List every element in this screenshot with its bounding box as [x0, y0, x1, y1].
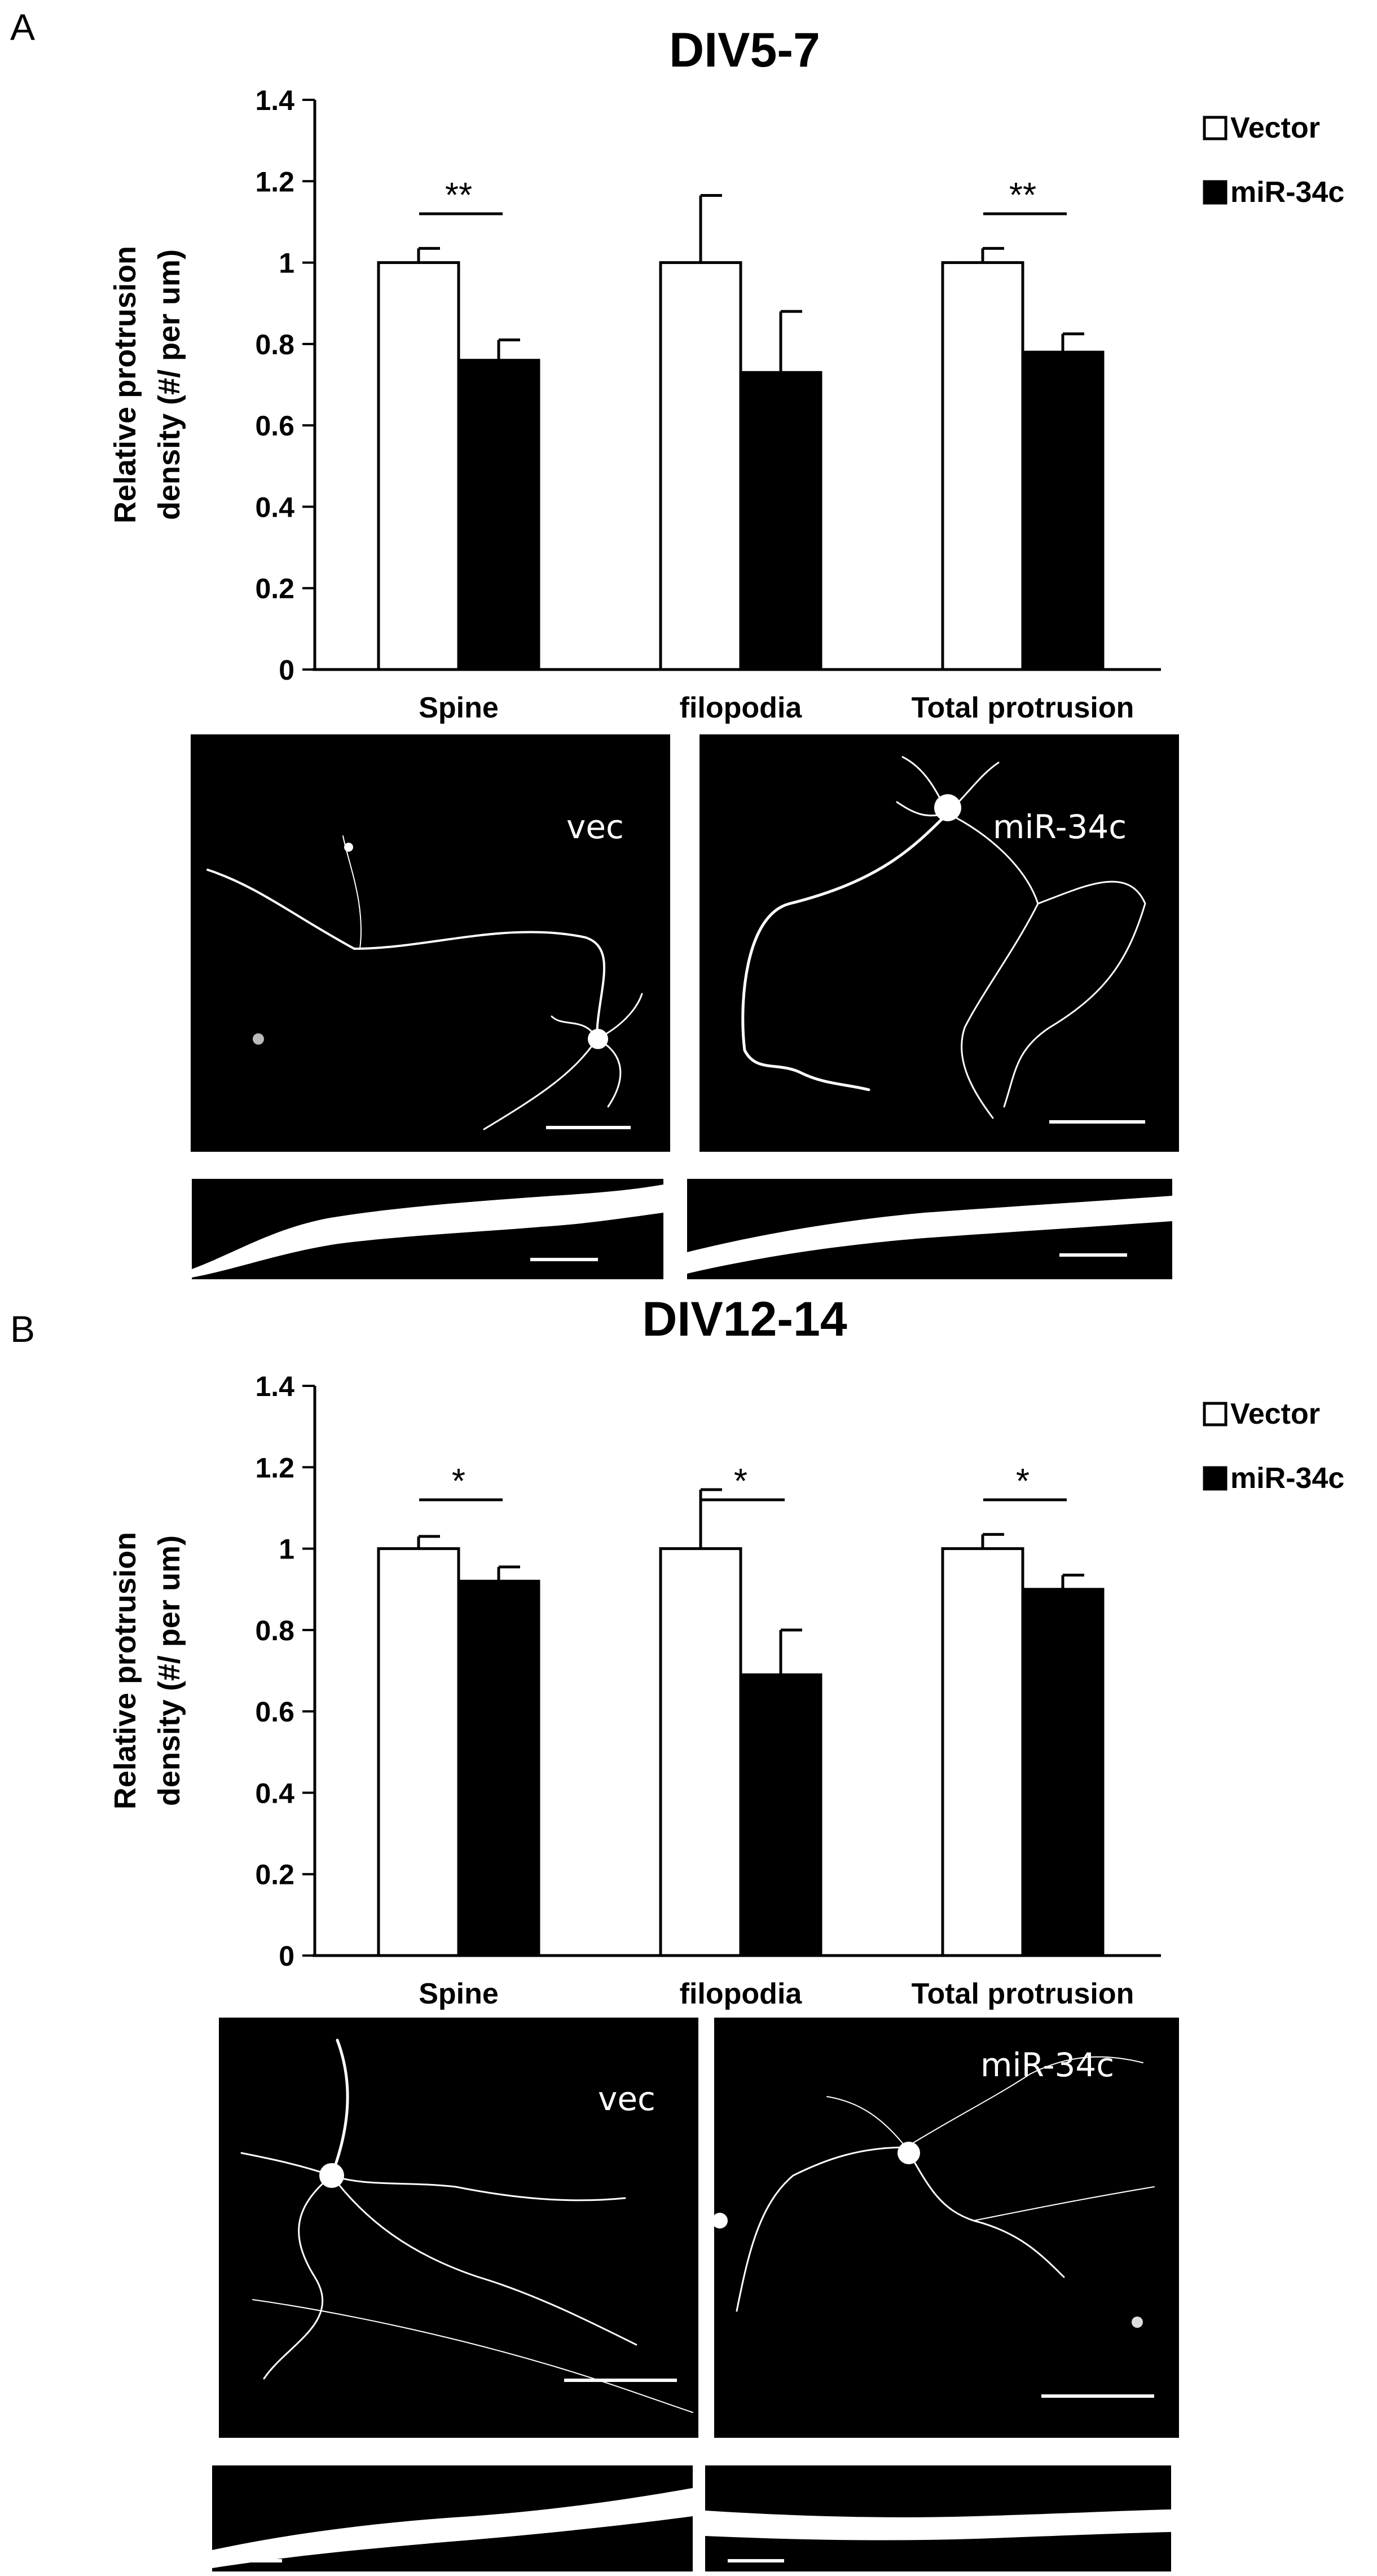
legend-label-mir34c: miR-34c — [1230, 176, 1344, 209]
bar-vector — [377, 1547, 460, 1957]
micrograph-a-mir34c: miR-34c — [700, 734, 1179, 1152]
neuron-image-a-mir34c — [741, 756, 1146, 1119]
significance-marker: * — [734, 1462, 747, 1501]
chart-title-a: DIV5-7 — [669, 23, 820, 77]
dendrite-a-vec — [192, 1179, 663, 1279]
chart-title-b: DIV12-14 — [642, 1292, 847, 1346]
significance-marker: * — [452, 1462, 465, 1501]
significance-marker: * — [1016, 1462, 1030, 1501]
dendrite-a-mir34c — [687, 1179, 1172, 1279]
micrograph-b-mir34c: miR-34c — [714, 2018, 1179, 2438]
scale-bar — [1041, 2394, 1154, 2398]
scale-bar — [530, 1258, 598, 1261]
y-axis-label: Relative protrusion — [108, 1532, 142, 1809]
dendrite-image-a-vec — [192, 1184, 663, 1278]
legend-swatch-vector — [1203, 1402, 1228, 1426]
bar-vector — [659, 261, 742, 671]
x-tick-label: filopodia — [680, 1978, 803, 2010]
y-tick-label: 1.4 — [255, 85, 294, 116]
panel-letter-a: A — [10, 6, 36, 48]
neuron-image-a-vec — [206, 835, 643, 1130]
dendrite-image-a-mir34c — [687, 1196, 1172, 1274]
scale-bar — [1059, 1253, 1127, 1257]
bar-mir34c — [1021, 1588, 1105, 1957]
significance-marker: ** — [445, 176, 472, 215]
dendrite-b-vec — [212, 2465, 693, 2571]
panel-letter-b: B — [10, 1308, 36, 1350]
y-tick-label: 0 — [279, 654, 294, 686]
dendrite-image-b-mir34c — [705, 2509, 1171, 2540]
dendrite-b-mir34c — [705, 2465, 1171, 2571]
y-tick-label: 0.4 — [255, 1777, 294, 1809]
y-tick-label: 1.4 — [255, 1371, 294, 1402]
y-tick-label: 1.2 — [255, 1452, 294, 1483]
x-tick-label: Total protrusion — [912, 692, 1134, 724]
scale-bar — [226, 2559, 282, 2562]
scale-bar — [546, 1126, 631, 1129]
bar-chart-a: 0 0.2 0.4 0.6 0.8 1 1.2 1.4 Relative protrusion d… — [108, 85, 1344, 724]
significance-marker: ** — [1009, 176, 1036, 215]
legend-swatch-mir34c — [1203, 1466, 1228, 1491]
bar-mir34c — [739, 1673, 822, 1957]
x-tick-label: Spine — [419, 1978, 499, 2010]
bar-mir34c — [739, 371, 822, 671]
x-tick-label: filopodia — [680, 692, 803, 724]
bar-vector — [659, 1547, 742, 1957]
y-tick-label: 0.6 — [255, 410, 294, 442]
micrograph-a-vec: vec — [191, 734, 670, 1152]
legend-label-mir34c: miR-34c — [1230, 1462, 1344, 1495]
scale-bar — [1049, 1120, 1145, 1124]
micrograph-b-vec: vec — [219, 2018, 698, 2438]
bar-vector — [941, 1547, 1024, 1957]
y-tick-label: 0.4 — [255, 491, 294, 523]
legend-swatch-vector — [1203, 116, 1228, 140]
y-tick-label: 1.2 — [255, 166, 294, 197]
y-tick-label: 1 — [279, 248, 294, 279]
y-tick-label: 0.8 — [255, 1615, 294, 1646]
legend-label-vector: Vector — [1230, 112, 1320, 144]
micrograph-a-mir34c-label: miR-34c — [993, 808, 1127, 846]
y-axis-label: density (#/ per um) — [152, 1535, 186, 1806]
bar-mir34c — [457, 1579, 540, 1957]
y-tick-label: 1 — [279, 1534, 294, 1565]
bar-vector — [941, 261, 1024, 671]
y-tick-label: 0.2 — [255, 1859, 294, 1891]
x-tick-label: Spine — [419, 692, 499, 724]
micrograph-a-vec-label: vec — [566, 808, 624, 846]
neuron-image-b-mir34c — [714, 2056, 1155, 2328]
y-axis-label: density (#/ per um) — [152, 249, 186, 520]
bar-mir34c — [457, 359, 540, 671]
scale-bar — [564, 2379, 677, 2382]
y-axis-label: Relative protrusion — [108, 246, 142, 523]
bar-mir34c — [1021, 350, 1105, 671]
micrograph-b-mir34c-label: miR-34c — [980, 2046, 1115, 2084]
micrograph-b-vec-label: vec — [598, 2080, 655, 2118]
neuron-image-b-vec — [240, 2038, 693, 2413]
x-tick-label: Total protrusion — [912, 1978, 1134, 2010]
dendrite-image-b-vec — [212, 2488, 693, 2568]
y-tick-label: 0.6 — [255, 1696, 294, 1728]
bar-vector — [377, 261, 460, 671]
y-tick-label: 0.2 — [255, 573, 294, 605]
y-tick-label: 0.8 — [255, 329, 294, 360]
legend-label-vector: Vector — [1230, 1398, 1320, 1430]
bar-chart-b: 0 0.2 0.4 0.6 0.8 1 1.2 1.4 Relative protrusion d… — [108, 1371, 1344, 2010]
y-tick-label: 0 — [279, 1940, 294, 1972]
scale-bar — [728, 2559, 784, 2562]
legend-swatch-mir34c — [1203, 180, 1228, 205]
